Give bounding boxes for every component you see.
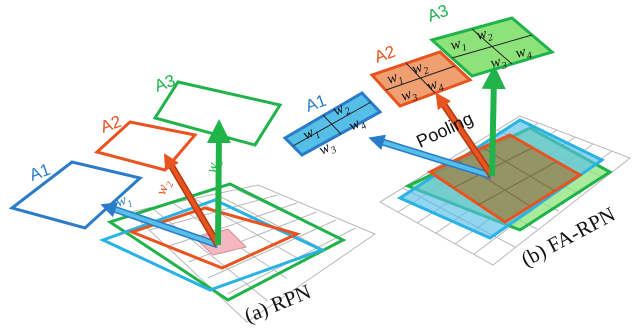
rpn-weight-w2: w2 [154, 178, 177, 198]
farpn-arrow-a3 [481, 65, 506, 177]
rpn-arrow-w2 [163, 153, 222, 247]
farpn-label-a3: A3 [425, 1, 451, 26]
rpn-blue-box [99, 198, 326, 292]
farpn-arrow-a1 [368, 134, 494, 180]
rpn-orange-box [127, 206, 302, 270]
farpn-label-a1: A1 [303, 91, 329, 116]
rpn-label-a3: A3 [152, 71, 178, 96]
farpn-a3-cell-w4: w4 [514, 42, 534, 64]
farpn-orange-region [426, 133, 583, 224]
pooling-label: Pooling [413, 108, 476, 152]
rpn-anchor-a2 [93, 120, 198, 172]
farpn-anchor-a2 [369, 50, 473, 108]
rpn-weight-w3: w3 [204, 156, 227, 176]
rpn-arrow-w3 [206, 119, 231, 246]
farpn-anchor-a3 [428, 16, 556, 78]
farpn-arrow-a2 [435, 92, 495, 178]
rpn-panel: A1 A2 A3 w1 w2 w3 (a) RPN [8, 71, 377, 328]
farpn-a3-cell-w2: w2 [475, 24, 495, 46]
rpn-arrow-w1 [100, 202, 220, 249]
farpn-a3-cell-w1: w1 [449, 34, 469, 56]
farpn-label-a2: A2 [372, 42, 398, 67]
rpn-anchor-a1 [8, 160, 144, 230]
farpn-anchor-a1 [282, 91, 383, 157]
